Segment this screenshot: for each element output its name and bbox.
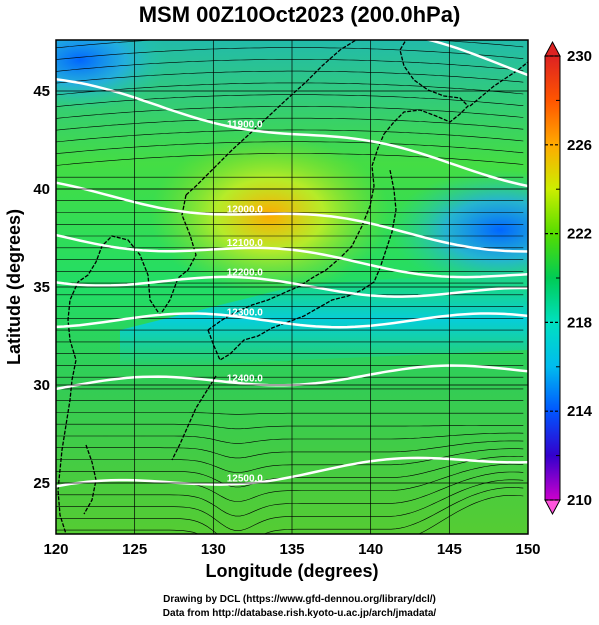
lon-tick-label: 140 (358, 541, 383, 558)
contour-label: 12300.0 (227, 307, 264, 318)
streamline (56, 59, 524, 72)
coast-manchuria (185, 40, 357, 196)
lat-tick-label: 40 (33, 181, 50, 198)
colorbar-tick-label: 214 (567, 403, 593, 420)
cold-anomaly-east (390, 170, 528, 290)
lat-tick-label: 25 (33, 475, 50, 492)
colorbar: 230 226 222 218 214 210 (544, 40, 593, 516)
lon-tick-label: 130 (201, 541, 226, 558)
streamline (56, 440, 524, 459)
colorbar-tick-label: 210 (567, 492, 592, 509)
streamline (56, 129, 524, 143)
coast-korea-china (57, 194, 197, 534)
contour-label: 11900.0 (227, 119, 263, 130)
cold-anomaly-northwest (56, 40, 170, 110)
data-credit: Data from http://database.rish.kyoto-u.a… (162, 608, 437, 619)
plot-area: 11900.0 11900.0 12000.0 12100.0 12200.0 12300… (56, 24, 528, 553)
lon-tick-label: 125 (122, 541, 147, 558)
colorbar-min-arrow (544, 499, 561, 516)
colorbar-tick-label: 218 (567, 314, 592, 331)
streamline (56, 432, 524, 444)
latitude-ticks: 25 30 35 40 45 (33, 83, 50, 492)
streamline (56, 117, 524, 131)
streamline (56, 412, 524, 415)
coast-hokkaido (383, 40, 469, 135)
contour-label: 12000.0 (227, 204, 264, 215)
contour-label: 12200.0 (227, 267, 264, 278)
lat-tick-label: 35 (33, 279, 50, 296)
streamline-arrow (254, 550, 259, 553)
streamline (56, 423, 524, 430)
coast-sakhalin-kurils (469, 61, 528, 107)
contour-labels: 11900.0 11900.0 12000.0 12100.0 12200.0 12300… (227, 24, 420, 485)
contour-label: 12400.0 (227, 374, 264, 385)
colorbar-max-arrow (544, 40, 561, 57)
colorbar-tick-label: 230 (567, 48, 592, 65)
x-axis-title: Longitude (degrees) (205, 561, 378, 581)
colorbar-tick-label: 222 (567, 226, 592, 243)
y-axis-title: Latitude (degrees) (4, 209, 24, 365)
coastlines (57, 40, 528, 534)
streamline (56, 153, 524, 166)
drawing-credit: Drawing by DCL (https://www.gfd-dennou.o… (163, 594, 436, 605)
streamline (56, 494, 524, 534)
streamline (56, 487, 524, 534)
longitude-ticks: 120 125 130 135 140 145 150 (43, 541, 540, 558)
lat-tick-label: 30 (33, 377, 50, 394)
streamline (56, 106, 524, 119)
lon-tick-label: 120 (43, 541, 68, 558)
streamline (56, 47, 524, 60)
lon-tick-label: 145 (437, 541, 462, 558)
coast-ryukyu (171, 375, 217, 461)
plot-frame (55, 39, 529, 535)
streamline (56, 82, 524, 96)
streamline (56, 448, 524, 473)
streamline-arrow (405, 538, 410, 540)
chart-title: MSM 00Z10Oct2023 (200.0hPa) (138, 2, 461, 27)
colorbar-ticks: 230 226 222 218 214 210 (545, 48, 593, 509)
streamline (56, 141, 524, 154)
streamline (56, 70, 524, 84)
coast-japan-south (207, 169, 397, 361)
lat-tick-label: 45 (33, 83, 50, 100)
lon-tick-label: 135 (279, 541, 304, 558)
streamline-arrow (254, 536, 259, 539)
coast-japan-kyushu-honshu (207, 133, 385, 331)
map-grid (56, 40, 528, 534)
colorbar-tick-label: 226 (567, 137, 592, 154)
streamline (56, 94, 524, 107)
lon-tick-label: 150 (515, 541, 540, 558)
streamline (56, 479, 524, 531)
contour-label: 11900.0 (384, 24, 420, 35)
contour-label: 12500.0 (227, 474, 264, 485)
streamline (56, 471, 524, 517)
contour-label: 12100.0 (227, 238, 264, 249)
